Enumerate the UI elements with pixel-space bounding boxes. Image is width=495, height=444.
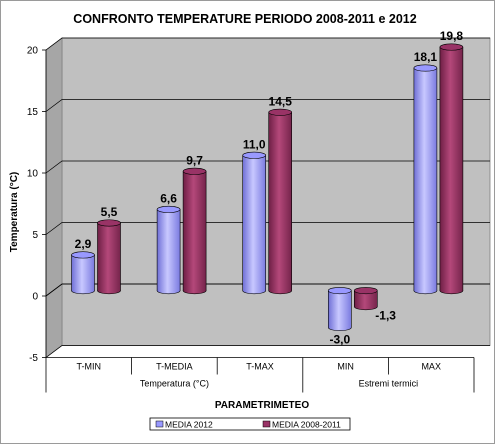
y-axis-title: Temperatura (°C) <box>9 172 20 253</box>
data-label: 5,5 <box>101 205 118 219</box>
legend-swatch-media-2012 <box>155 420 164 428</box>
y-tick-label: 10 <box>27 169 39 180</box>
bar-top-cap <box>268 108 293 116</box>
bar <box>268 108 293 295</box>
bar <box>439 43 464 295</box>
bar <box>242 151 267 295</box>
bar-body <box>157 209 181 291</box>
bar <box>156 205 181 295</box>
category-label: T-MAX <box>246 362 274 372</box>
category-group-label: Temperatura (°C) <box>140 379 209 389</box>
bar-body <box>268 112 292 291</box>
data-label: 6,6 <box>160 191 177 205</box>
gridline <box>45 345 490 358</box>
legend: MEDIA 2012 MEDIA 2008-2011 <box>149 417 351 431</box>
data-label: -1,3 <box>375 309 396 323</box>
zero-line <box>45 283 490 297</box>
y-tick-label: 15 <box>27 107 39 118</box>
bar-body <box>413 67 437 291</box>
y-tick-label: 5 <box>32 230 38 241</box>
side-wall <box>45 37 63 359</box>
legend-label-media-2012: MEDIA 2012 <box>165 420 213 430</box>
bar-body <box>71 254 95 291</box>
category-label: MAX <box>421 362 441 372</box>
bar <box>353 287 378 311</box>
gridline <box>45 37 490 51</box>
category-label: T-MEDIA <box>156 362 193 372</box>
category-label: T-MIN <box>77 362 102 372</box>
data-label: 19,8 <box>440 29 464 43</box>
bar <box>413 64 438 295</box>
legend-swatch-media-2008-2011 <box>262 420 271 428</box>
gridline <box>45 160 490 174</box>
data-label: 11,0 <box>243 137 266 151</box>
bar-top-cap <box>327 287 352 295</box>
y-tick-label: 0 <box>32 292 38 303</box>
bar-top-cap <box>97 219 121 227</box>
gridline <box>45 99 490 112</box>
data-label: 14,5 <box>269 94 293 108</box>
bar-top-cap <box>182 167 207 175</box>
legend-box <box>149 417 351 431</box>
chart-title: CONFRONTO TEMPERATURE PERIODO 2008-2011 … <box>73 12 416 26</box>
bar-top-cap <box>353 287 378 295</box>
legend-label-media-2008-2011: MEDIA 2008-2011 <box>272 420 341 430</box>
bar-body <box>354 290 378 307</box>
bar-body <box>242 155 266 291</box>
bar-top-cap <box>71 251 95 259</box>
gridline <box>45 222 490 235</box>
bar <box>97 219 121 295</box>
x-axis-title: PARAMETRIMETEO <box>215 400 309 411</box>
data-label: 9,7 <box>186 153 203 167</box>
bar-top-cap <box>413 64 438 72</box>
category-group-label: Estremi termici <box>359 379 419 389</box>
y-tick-label: 20 <box>27 46 39 57</box>
data-label: 2,9 <box>75 237 92 251</box>
bar-body <box>183 171 207 291</box>
bar-body <box>97 222 121 291</box>
y-tick-label: -5 <box>29 353 38 364</box>
bar <box>71 251 95 295</box>
data-label: -3,0 <box>329 333 350 347</box>
bar-body <box>439 47 463 291</box>
bar-top-cap <box>242 151 266 159</box>
bar-top-cap <box>439 43 464 51</box>
bar-body <box>328 290 352 328</box>
bar <box>327 287 352 331</box>
data-label: 18,1 <box>414 50 438 64</box>
bar-top-cap <box>156 205 181 213</box>
bar <box>182 167 207 295</box>
category-label: MIN <box>337 362 354 372</box>
